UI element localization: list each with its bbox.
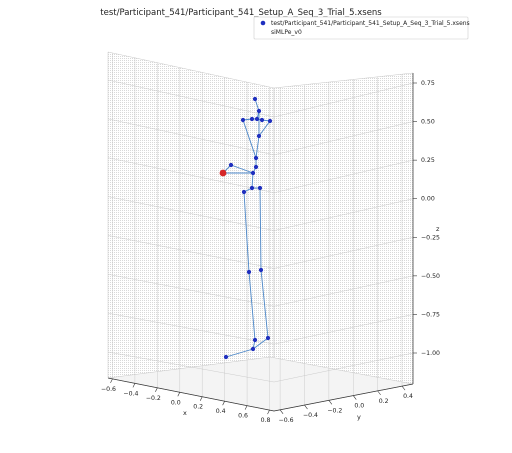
z-gridline xyxy=(107,79,414,118)
skeleton-bone xyxy=(230,164,254,174)
y-tick-mark xyxy=(328,400,333,405)
x-tick-mark xyxy=(155,387,158,392)
z-gridline xyxy=(107,157,414,193)
x-tick-mark xyxy=(199,396,203,401)
skeleton-bone xyxy=(260,269,269,339)
tick-labels: −1.00 −0.75 −0.50 −0.25 0.00 0.25 0.50 0.75 −0.6… xyxy=(101,80,440,424)
y-tick-mark xyxy=(279,409,284,414)
skeleton-bone xyxy=(258,120,271,137)
x-tick-label: 0.0 xyxy=(171,399,181,406)
skeleton-joint xyxy=(228,162,234,168)
skeleton-joint xyxy=(259,117,265,123)
skeleton-joint xyxy=(250,170,256,176)
z-tick-label: 0.50 xyxy=(421,119,435,126)
z-gridline xyxy=(107,312,414,345)
z-gridline xyxy=(107,196,414,231)
chart-title: test/Participant_541/Participant_541_Set… xyxy=(100,8,382,18)
skeleton-bone xyxy=(242,119,257,159)
x-tick-label: −0.2 xyxy=(146,395,161,402)
x-axis-label: x xyxy=(183,409,187,417)
y-tick-mark xyxy=(401,385,406,391)
skeleton-joint xyxy=(252,337,258,343)
x-tick-mark xyxy=(267,409,270,415)
skeleton-joint xyxy=(265,335,271,341)
y-tick-mark xyxy=(377,390,381,396)
x-axis-line xyxy=(107,377,275,412)
skeleton-joint xyxy=(240,117,246,123)
z-axis-label: z xyxy=(436,225,440,233)
x-tick-label: 0.4 xyxy=(216,408,226,415)
x-tick-label: 0.2 xyxy=(193,404,203,411)
skeleton-bone xyxy=(225,348,254,358)
skeleton-bone xyxy=(243,191,250,273)
skeleton-joint xyxy=(253,155,259,161)
z-tick-label: 0.25 xyxy=(421,157,435,164)
skeleton-joint xyxy=(250,346,256,352)
y-tick-mark xyxy=(353,395,357,400)
skeleton-joint xyxy=(254,116,260,122)
skeleton-joint xyxy=(256,108,262,114)
x-tick-mark xyxy=(244,405,248,410)
skeleton-bone xyxy=(259,187,262,271)
skeleton xyxy=(219,96,273,360)
z-gridline xyxy=(107,274,414,307)
y-tick-label: −0.4 xyxy=(303,412,318,419)
skeleton-bone xyxy=(254,98,260,112)
x-tick-label: −0.4 xyxy=(123,390,138,397)
x-tick-label: 0.6 xyxy=(238,413,248,420)
legend-label-ground-truth: test/Participant_541/Participant_541_Set… xyxy=(271,20,470,27)
skeleton-bone xyxy=(248,271,256,341)
y-tick-label: −0.6 xyxy=(279,417,294,424)
skeleton-joint xyxy=(257,185,263,191)
skeleton-joint xyxy=(241,189,247,195)
back-left-pane xyxy=(107,51,275,412)
skeleton-joint xyxy=(256,133,262,139)
z-tick-label: −0.50 xyxy=(421,273,440,280)
z-tick-label: −1.00 xyxy=(421,350,440,357)
z-tick-label: 0.00 xyxy=(421,196,435,203)
y-tick-label: −0.2 xyxy=(327,407,342,414)
x-tick-mark xyxy=(132,383,136,388)
z-gridline xyxy=(107,351,414,383)
skeleton-joint xyxy=(249,116,255,122)
skeleton-joint xyxy=(246,269,252,275)
legend-marker-ground-truth xyxy=(260,20,266,26)
y-tick-label: 0.0 xyxy=(354,403,364,410)
legend-label-prediction: siMLPe_v0 xyxy=(271,29,302,36)
x-tick-label: −0.6 xyxy=(101,386,116,393)
skeleton-joint xyxy=(249,185,255,191)
y-axis-line xyxy=(273,383,414,412)
z-tick-label: −0.25 xyxy=(421,234,440,241)
x-tick-label: 0.8 xyxy=(261,417,271,424)
skeleton-joint xyxy=(252,96,258,102)
z-gridline xyxy=(107,118,414,156)
x-tick-mark xyxy=(110,378,113,384)
skeleton-bone xyxy=(255,135,260,159)
y-tick-label: 0.4 xyxy=(403,393,413,400)
skeleton-joint xyxy=(267,118,273,124)
x-tick-mark xyxy=(177,392,181,397)
y-tick-mark xyxy=(304,404,308,410)
y-axis-label: y xyxy=(357,413,361,421)
axes xyxy=(107,73,417,415)
x-tick-mark xyxy=(222,401,225,406)
skeleton-joint xyxy=(253,164,259,170)
y-tick-label: 0.2 xyxy=(379,398,389,405)
skeleton-bone xyxy=(252,337,269,350)
skeleton-joint xyxy=(258,267,264,273)
skeleton-joint xyxy=(223,354,229,360)
z-gridline xyxy=(107,235,414,269)
grid-lines xyxy=(107,52,414,411)
z-tick-label: 0.75 xyxy=(421,80,435,87)
legend: test/Participant_541/Participant_541_Set… xyxy=(253,16,470,40)
prediction-joint xyxy=(219,169,227,177)
skeleton-bone xyxy=(251,172,254,189)
z-tick-label: −0.75 xyxy=(421,311,440,318)
